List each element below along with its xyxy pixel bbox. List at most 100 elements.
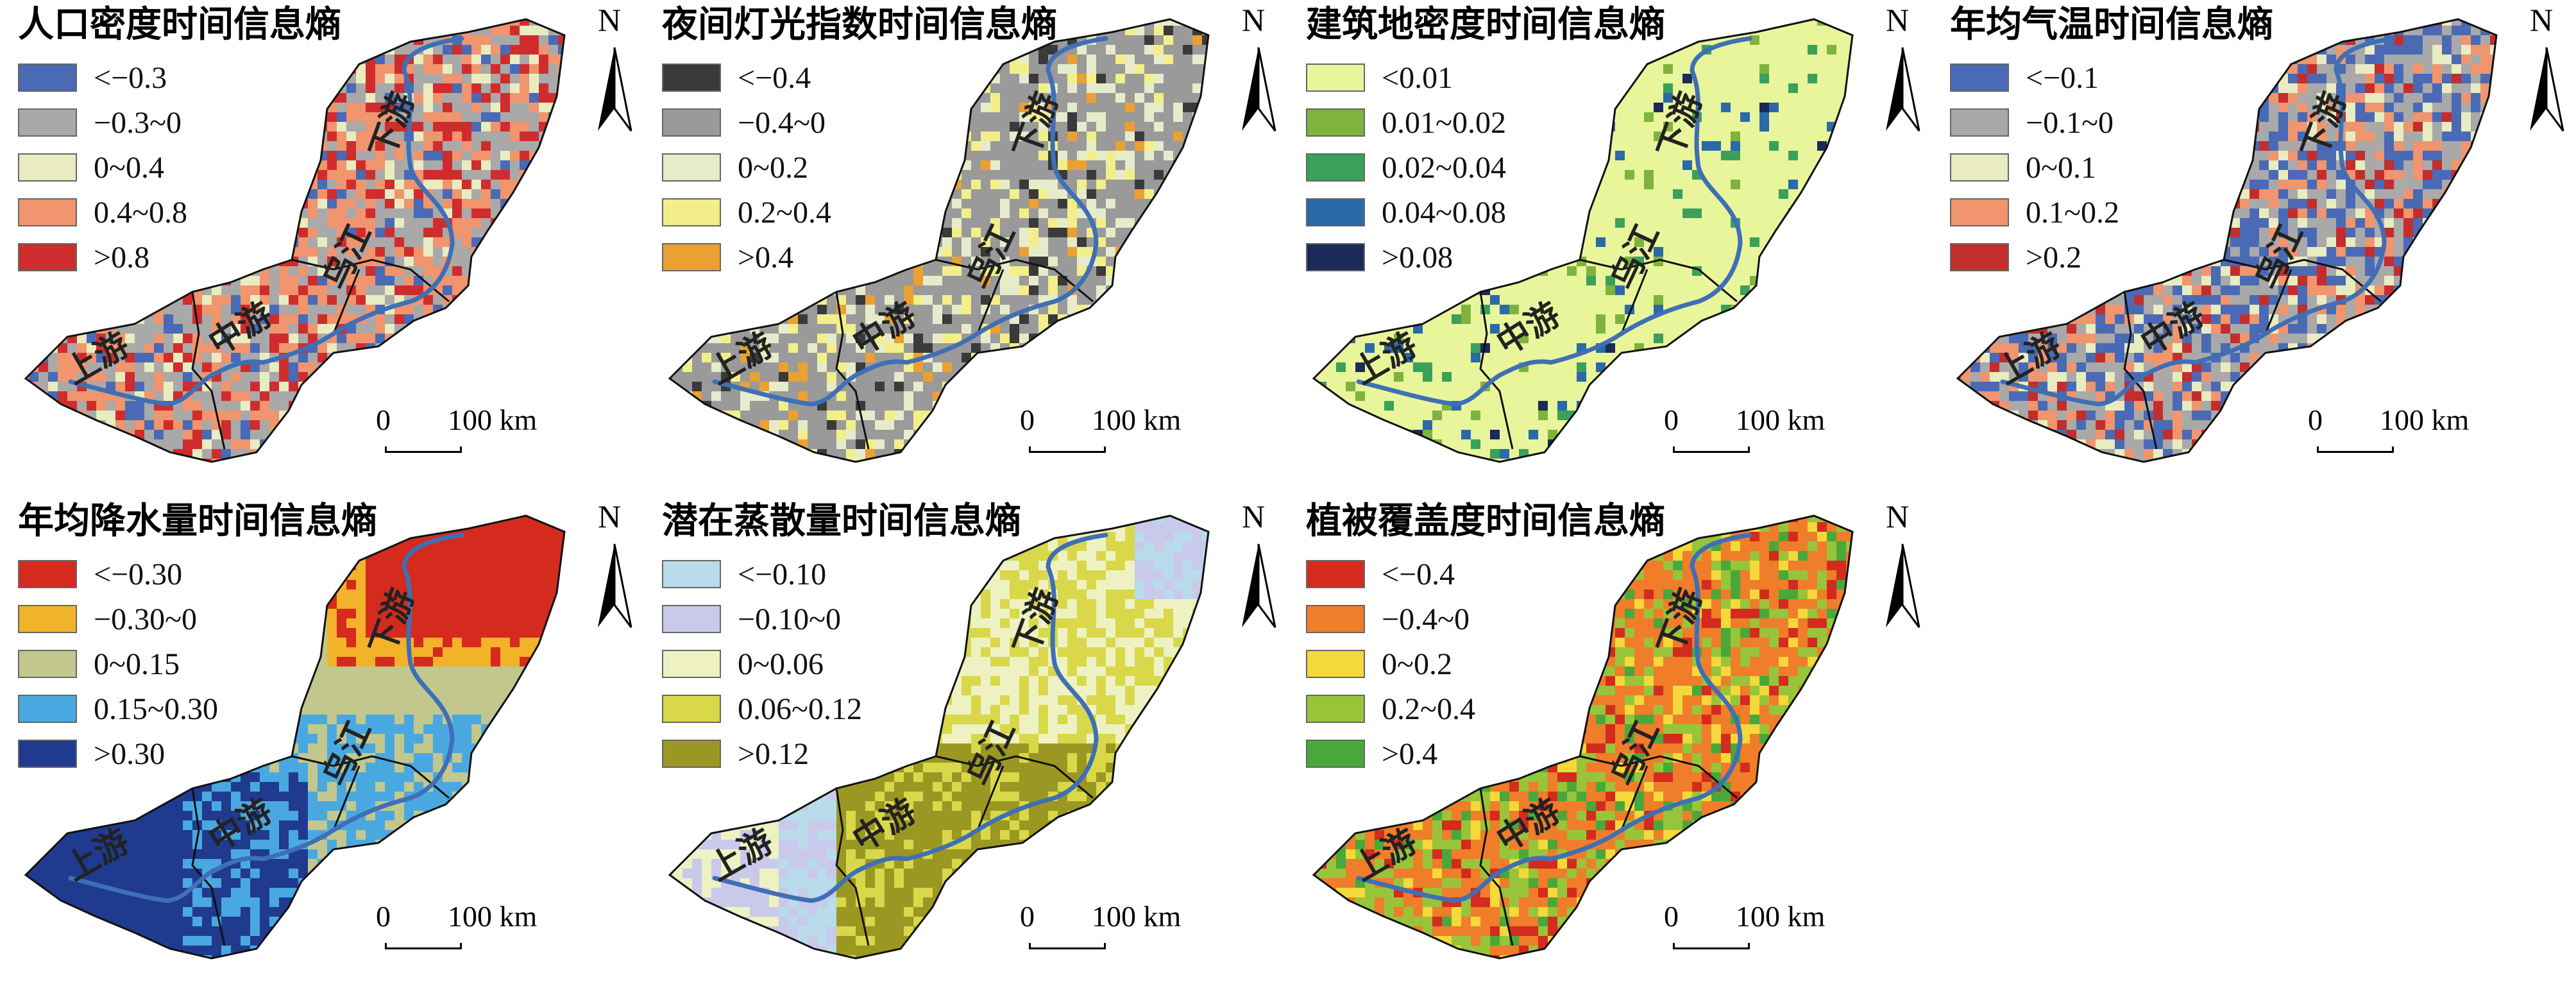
- legend-label: 0.4~0.8: [94, 195, 187, 230]
- scale-zero-label: 0: [376, 403, 391, 437]
- legend-item-0: <−0.10: [662, 552, 862, 597]
- legend-label: <−0.30: [94, 557, 182, 592]
- legend-swatch: [662, 153, 721, 182]
- legend-swatch: [18, 560, 77, 588]
- scale-distance-label: 100 km: [448, 899, 537, 933]
- legend-item-1: −0.10~0: [662, 597, 862, 641]
- main-river: [2000, 36, 2396, 407]
- legend-swatch: [18, 605, 77, 633]
- legend-label: 0.1~0.2: [2026, 195, 2119, 230]
- legend-item-2: 0~0.2: [662, 145, 831, 190]
- north-arrow-icon: N: [2521, 2, 2572, 150]
- legend-label: 0~0.2: [1382, 647, 1452, 682]
- legend-label: −0.1~0: [2026, 105, 2114, 140]
- reach-boundary-1: [2264, 269, 2292, 334]
- legend-item-0: <−0.4: [662, 55, 831, 100]
- legend-item-0: <−0.3: [18, 55, 187, 100]
- scale-zero-label: 0: [2308, 403, 2323, 437]
- legend-label: <−0.4: [1382, 557, 1455, 592]
- legend-label: 0.2~0.4: [738, 195, 831, 230]
- legend-swatch: [1950, 108, 2009, 137]
- reach-boundary-0: [2123, 291, 2158, 450]
- legend-item-4: >0.8: [18, 235, 187, 280]
- legend-swatch: [1306, 243, 1365, 271]
- legend: <−0.30 −0.30~0 0~0.15 0.15~0.30 >0.30: [18, 552, 218, 776]
- north-label: N: [1242, 498, 1265, 535]
- reach-boundary-0: [191, 291, 226, 450]
- legend-swatch: [662, 64, 721, 92]
- legend-swatch: [1306, 560, 1365, 588]
- scale-zero-label: 0: [1020, 403, 1035, 437]
- legend-item-0: <−0.1: [1950, 55, 2119, 100]
- main-river: [1356, 36, 1752, 407]
- north-arrow-icon: N: [1877, 2, 1928, 150]
- map-title: 人口密度时间信息熵: [18, 0, 341, 49]
- legend-item-2: 0~0.1: [1950, 145, 2119, 190]
- legend-swatch: [18, 740, 77, 768]
- legend-label: <−0.1: [2026, 60, 2099, 96]
- basin-outline: [668, 18, 1210, 463]
- legend-item-3: 0.04~0.08: [1306, 190, 1506, 235]
- reach-boundary-1: [332, 765, 360, 831]
- basin-outline: [1312, 514, 1854, 960]
- basin-outline: [1956, 18, 2498, 463]
- legend-label: 0.01~0.02: [1382, 105, 1506, 140]
- legend-label: 0~0.4: [94, 150, 164, 185]
- map-panel-population-density: 上游 中游 乌江 下游 人口密度时间信息熵 <−0.3 −0.3~0 0~0.4 0.4~0.8…: [0, 0, 644, 496]
- north-arrow-icon: N: [589, 498, 640, 647]
- map-title: 潜在蒸散量时间信息熵: [662, 496, 1021, 545]
- legend: <−0.1 −0.1~0 0~0.1 0.1~0.2 >0.2: [1950, 55, 2119, 280]
- map-title: 年均气温时间信息熵: [1950, 0, 2273, 49]
- scale-zero-label: 0: [376, 899, 391, 933]
- legend-item-0: <−0.30: [18, 552, 218, 597]
- scale-bar: 0 100 km: [1664, 403, 1856, 467]
- legend-swatch: [18, 108, 77, 137]
- legend-label: <0.01: [1382, 60, 1453, 96]
- legend-label: 0.06~0.12: [738, 692, 862, 727]
- legend-swatch: [1306, 740, 1365, 768]
- reach-boundary-2: [291, 755, 450, 799]
- reach-boundary-0: [1479, 788, 1514, 946]
- legend-item-1: −0.3~0: [18, 100, 187, 145]
- legend-label: >0.08: [1382, 240, 1453, 275]
- north-label: N: [1886, 498, 1909, 535]
- legend-label: 0.04~0.08: [1382, 195, 1506, 230]
- legend-swatch: [18, 650, 77, 678]
- legend-label: >0.12: [738, 736, 809, 772]
- reach-boundary-1: [1620, 269, 1648, 334]
- scale-zero-label: 0: [1664, 899, 1679, 933]
- legend-swatch: [18, 153, 77, 182]
- scale-line: [385, 446, 462, 453]
- scale-bar: 0 100 km: [1020, 403, 1212, 467]
- reach-boundary-2: [1579, 259, 1738, 303]
- legend-label: <−0.4: [738, 60, 811, 96]
- reach-boundary-1: [976, 765, 1004, 831]
- legend-swatch: [18, 64, 77, 92]
- legend-label: 0~0.2: [738, 150, 808, 185]
- legend-item-4: >0.4: [1306, 731, 1475, 776]
- scale-bar: 0 100 km: [376, 403, 568, 467]
- scale-line: [2317, 446, 2394, 453]
- legend-item-3: 0.2~0.4: [662, 190, 831, 235]
- scale-zero-label: 0: [1020, 899, 1035, 933]
- legend-item-1: −0.4~0: [1306, 597, 1475, 641]
- legend-swatch: [1306, 695, 1365, 723]
- main-river: [68, 36, 464, 407]
- legend-item-2: 0.02~0.04: [1306, 145, 1506, 190]
- legend-swatch: [18, 243, 77, 271]
- scale-zero-label: 0: [1664, 403, 1679, 437]
- legend-label: 0~0.15: [94, 647, 180, 682]
- map-title: 植被覆盖度时间信息熵: [1306, 496, 1665, 545]
- legend: <0.01 0.01~0.02 0.02~0.04 0.04~0.08 >0.08: [1306, 55, 1506, 280]
- legend-label: −0.4~0: [1382, 602, 1470, 637]
- north-label: N: [598, 498, 621, 535]
- scale-bar: 0 100 km: [1020, 899, 1212, 963]
- reach-boundary-1: [976, 269, 1004, 334]
- main-river: [712, 532, 1108, 903]
- reach-boundary-0: [835, 788, 870, 946]
- reach-boundary-0: [191, 788, 226, 946]
